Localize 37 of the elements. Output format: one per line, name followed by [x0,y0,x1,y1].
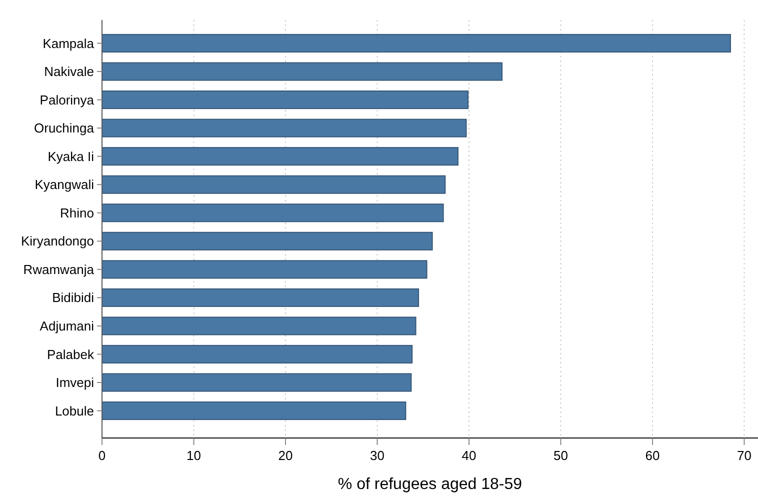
y-tick-label: Kiryandongo [21,234,94,249]
bar [102,373,412,392]
y-tick-label: Kampala [42,36,95,51]
x-tick-label: 50 [554,448,568,463]
y-tick-label: Palorinya [40,92,95,108]
x-tick-label: 10 [186,448,201,463]
y-tick-label: Imvepi [56,375,94,390]
x-tick-label: 70 [737,448,752,463]
x-tick-label: 30 [370,448,384,463]
y-tick-label: Adjumani [40,318,94,334]
bar [102,232,433,250]
bar [102,344,413,364]
bar [102,260,428,279]
bar [102,62,503,81]
bar [102,401,406,420]
y-tick-label: Bidibidi [52,290,94,306]
x-tick-label: 0 [98,448,106,463]
x-axis-title: % of refugees aged 18-59 [338,476,522,493]
bar [102,175,446,194]
y-tick-label: Palabek [47,346,94,362]
y-tick-label: Rhino [60,205,94,220]
bar [102,204,444,222]
x-tick-label: 60 [645,448,660,463]
y-tick-label: Kyangwali [34,177,94,192]
bar [102,147,458,166]
bar [102,90,469,110]
y-tick-label: Rwamwanja [23,262,95,277]
x-tick-label: 20 [278,448,293,463]
bar [102,288,420,307]
y-tick-label: Kyaka Ii [48,148,94,164]
x-tick-label: 40 [462,448,476,463]
bar [102,118,467,138]
y-tick-label: Oruchinga [34,120,95,136]
bar [102,34,731,53]
y-tick-label: Lobule [54,403,94,418]
bar [102,316,416,336]
y-tick-label: Nakivale [44,64,94,80]
